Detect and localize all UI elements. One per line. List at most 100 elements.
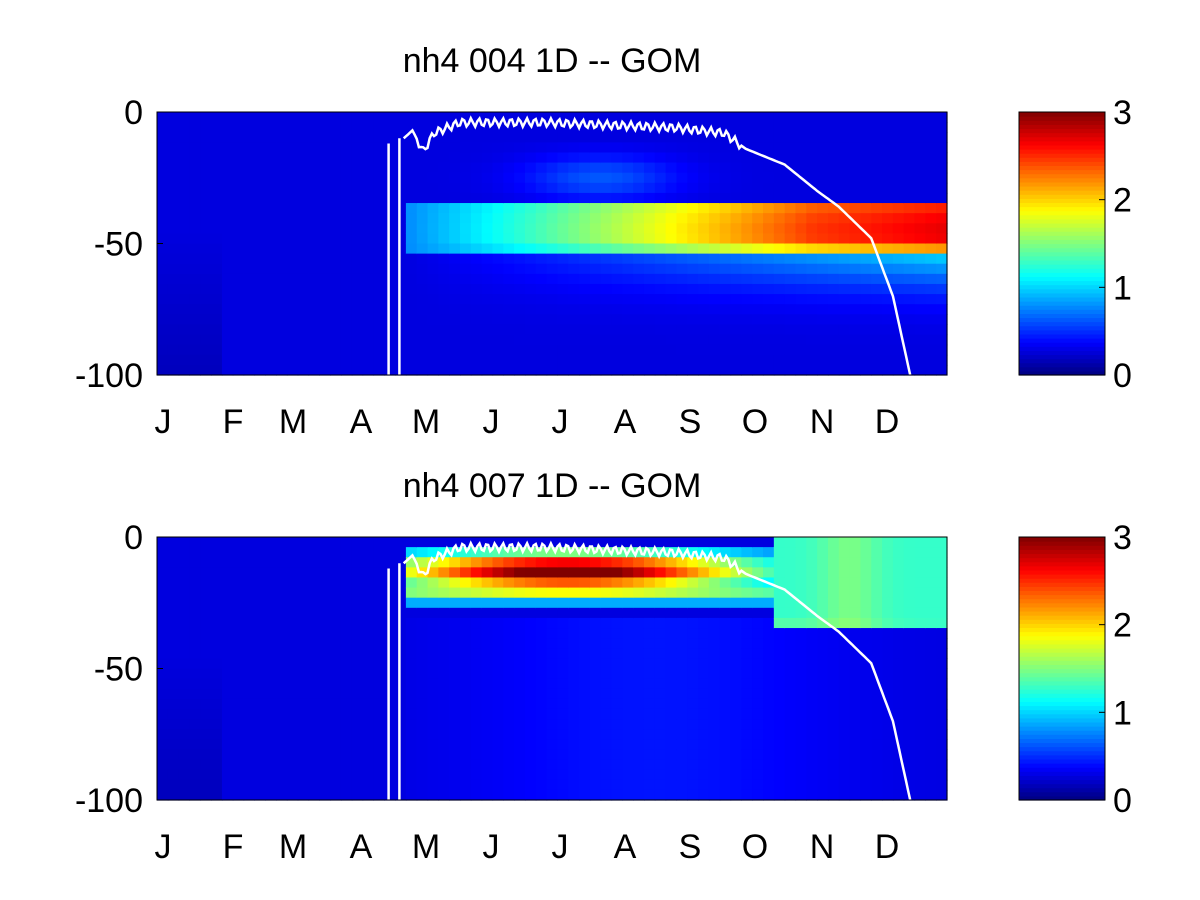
heatmap-cell <box>395 132 407 143</box>
heatmap-cell <box>925 708 937 720</box>
colorbar-swatch <box>1019 693 1105 698</box>
heatmap-cell <box>654 223 667 234</box>
heatmap-cell <box>838 607 851 619</box>
colorbar-swatch <box>1019 165 1105 171</box>
heatmap-cell <box>470 253 483 265</box>
heatmap-cell <box>178 668 191 680</box>
heatmap-cell <box>600 648 613 659</box>
heatmap-cell <box>297 132 310 143</box>
heatmap-cell <box>373 557 385 568</box>
heatmap-cell <box>611 172 623 184</box>
heatmap-cell <box>763 263 775 275</box>
heatmap-cell <box>362 547 375 558</box>
heatmap-cell <box>568 537 580 548</box>
heatmap-cell <box>882 152 894 164</box>
heatmap-cell <box>211 344 223 356</box>
heatmap-cell <box>654 172 667 184</box>
heatmap-cell <box>514 304 526 315</box>
heatmap-cell <box>535 739 548 751</box>
heatmap-cell <box>795 759 807 771</box>
heatmap-cell <box>178 273 191 285</box>
heatmap-cell <box>395 253 407 265</box>
heatmap-cell <box>330 243 342 255</box>
heatmap-cell <box>698 344 710 356</box>
heatmap-cell <box>860 688 872 700</box>
heatmap-cell <box>340 739 353 751</box>
heatmap-cell <box>395 577 407 589</box>
heatmap-cell <box>557 132 569 143</box>
heatmap-cell <box>243 283 255 295</box>
colorbar-swatch <box>1019 602 1105 608</box>
heatmap-cell <box>481 537 494 548</box>
heatmap-cell <box>243 789 255 801</box>
heatmap-cell <box>167 567 180 579</box>
heatmap-cell <box>763 708 775 720</box>
heatmap-cell <box>200 243 212 255</box>
heatmap-cell <box>654 364 667 376</box>
heatmap-cell <box>611 708 623 720</box>
colorbar-swatch <box>1019 140 1105 146</box>
heatmap-cell <box>643 688 656 700</box>
heatmap-cell <box>795 628 807 639</box>
heatmap-cell <box>763 182 775 194</box>
heatmap-cell <box>633 587 645 599</box>
heatmap-cell <box>232 567 245 579</box>
heatmap-cell <box>882 708 894 720</box>
heatmap-cell <box>460 597 472 609</box>
heatmap-cell <box>449 698 461 710</box>
heatmap-cell <box>633 779 645 791</box>
heatmap-cell <box>773 577 786 589</box>
heatmap-cell <box>373 132 385 143</box>
heatmap-cell <box>254 779 266 791</box>
heatmap-cell <box>232 344 245 356</box>
heatmap-cell <box>600 759 613 771</box>
heatmap-cell <box>276 213 288 224</box>
heatmap-cell <box>773 759 786 771</box>
heatmap-cell <box>579 729 591 740</box>
colorbar-swatch <box>1019 321 1105 327</box>
colorbar-tick-label: 3 <box>1113 94 1132 132</box>
heatmap-cell <box>449 324 461 336</box>
heatmap-cell <box>708 759 721 771</box>
heatmap-cell <box>687 243 699 255</box>
heatmap-cell <box>698 304 710 315</box>
heatmap-cell <box>698 324 710 336</box>
heatmap-cell <box>535 324 548 336</box>
heatmap-cell <box>633 112 645 123</box>
heatmap-cell <box>340 233 353 245</box>
heatmap-cell <box>557 364 569 376</box>
heatmap-cell <box>708 719 721 730</box>
heatmap-cell <box>827 557 840 568</box>
heatmap-cell <box>914 283 926 295</box>
heatmap-cell <box>330 729 342 740</box>
heatmap-cell <box>254 162 266 174</box>
heatmap-cell <box>719 253 732 265</box>
heatmap-cell <box>330 587 342 599</box>
heatmap-cell <box>221 688 234 700</box>
heatmap-cell <box>351 769 364 781</box>
heatmap-cell <box>741 729 753 740</box>
heatmap-cell <box>665 668 678 680</box>
heatmap-cell <box>427 253 439 265</box>
heatmap-cell <box>297 152 310 164</box>
heatmap-cell <box>914 172 926 184</box>
heatmap-cell <box>568 557 580 568</box>
heatmap-cell <box>698 688 710 700</box>
heatmap-cell <box>741 688 753 700</box>
heatmap-cell <box>416 294 429 305</box>
heatmap-cell <box>503 253 515 265</box>
heatmap-cell <box>492 648 504 659</box>
x-tick-label: N <box>810 403 835 441</box>
heatmap-cell <box>189 628 201 639</box>
heatmap-cell <box>189 223 201 234</box>
heatmap-cell <box>492 162 504 174</box>
heatmap-cell <box>633 769 645 781</box>
heatmap-cell <box>936 324 948 336</box>
heatmap-cell <box>687 779 699 791</box>
heatmap-cell <box>654 182 667 194</box>
heatmap-cell <box>481 364 494 376</box>
heatmap-cell <box>925 354 937 366</box>
heatmap-cell <box>416 739 429 751</box>
heatmap-cell <box>806 152 818 164</box>
heatmap-cell <box>340 557 353 568</box>
